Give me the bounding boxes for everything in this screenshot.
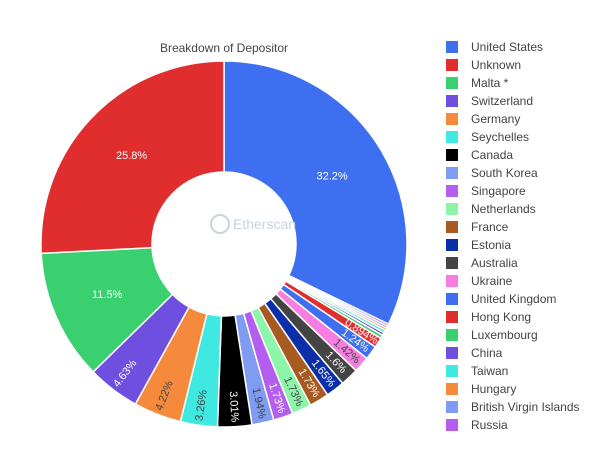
slice-label-unknown: 25.8% xyxy=(116,150,147,162)
legend-item-south-korea[interactable]: South Korea xyxy=(446,166,538,180)
legend-item-singapore[interactable]: Singapore xyxy=(446,184,526,198)
legend-item-malta[interactable]: Malta * xyxy=(446,76,509,90)
slice-label-canada: 3.01% xyxy=(227,391,241,423)
legend-swatch xyxy=(446,401,458,413)
legend-label: Seychelles xyxy=(471,130,529,144)
legend-swatch xyxy=(446,293,458,305)
legend-item-russia[interactable]: Russia xyxy=(446,418,508,432)
legend-item-united-states[interactable]: United States xyxy=(446,40,543,54)
etherscan-logo-icon xyxy=(210,214,230,234)
legend-label: United Kingdom xyxy=(471,292,556,306)
legend-swatch xyxy=(446,275,458,287)
legend-swatch xyxy=(446,257,458,269)
slice-label-united-states: 32.2% xyxy=(317,170,348,182)
legend-item-switzerland[interactable]: Switzerland xyxy=(446,94,533,108)
legend-label: South Korea xyxy=(471,166,538,180)
legend-item-british-virgin-islands[interactable]: British Virgin Islands xyxy=(446,400,580,414)
legend-swatch xyxy=(446,329,458,341)
legend-label: British Virgin Islands xyxy=(471,400,580,414)
legend-item-china[interactable]: China xyxy=(446,346,503,360)
legend-label: United States xyxy=(471,40,543,54)
legend-swatch xyxy=(446,131,458,143)
legend-item-united-kingdom[interactable]: United Kingdom xyxy=(446,292,556,306)
legend-swatch xyxy=(446,149,458,161)
legend-label: Estonia xyxy=(471,238,511,252)
legend-swatch xyxy=(446,383,458,395)
legend-label: Hungary xyxy=(471,382,516,396)
legend-item-unknown[interactable]: Unknown xyxy=(446,58,521,72)
legend-item-ukraine[interactable]: Ukraine xyxy=(446,274,513,288)
legend-label: Germany xyxy=(471,112,520,126)
legend-label: Canada xyxy=(471,148,513,162)
watermark-text: Etherscan xyxy=(233,216,296,232)
legend-swatch xyxy=(446,347,458,359)
legend-swatch xyxy=(446,203,458,215)
legend-swatch xyxy=(446,419,458,431)
legend-swatch xyxy=(446,41,458,53)
legend-label: Singapore xyxy=(471,184,526,198)
legend-swatch xyxy=(446,95,458,107)
legend-label: Malta * xyxy=(471,76,509,90)
legend: United States Unknown Malta * Switzerland Ge… xyxy=(446,40,580,432)
legend-swatch xyxy=(446,185,458,197)
legend-label: China xyxy=(471,346,503,360)
legend-label: Luxembourg xyxy=(471,328,538,342)
legend-item-australia[interactable]: Australia xyxy=(446,256,518,270)
legend-swatch xyxy=(446,59,458,71)
legend-item-luxembourg[interactable]: Luxembourg xyxy=(446,328,538,342)
legend-item-germany[interactable]: Germany xyxy=(446,112,520,126)
chart-title: Breakdown of Depositor xyxy=(160,41,288,55)
legend-label: Russia xyxy=(471,418,508,432)
legend-item-france[interactable]: France xyxy=(446,220,509,234)
etherscan-watermark: Etherscan xyxy=(210,214,296,234)
legend-item-canada[interactable]: Canada xyxy=(446,148,513,162)
legend-label: Ukraine xyxy=(471,274,513,288)
legend-item-estonia[interactable]: Estonia xyxy=(446,238,511,252)
legend-swatch xyxy=(446,167,458,179)
legend-swatch xyxy=(446,77,458,89)
legend-label: Unknown xyxy=(471,58,521,72)
legend-swatch xyxy=(446,113,458,125)
legend-item-netherlands[interactable]: Netherlands xyxy=(446,202,536,216)
legend-label: Taiwan xyxy=(471,364,508,378)
slice-unknown[interactable] xyxy=(40,60,225,255)
slice-label-malta: 11.5% xyxy=(92,289,123,301)
legend-label: Australia xyxy=(471,256,518,270)
slice-label-seychelles: 3.26% xyxy=(193,389,209,422)
pie-slices xyxy=(40,60,408,428)
legend-swatch xyxy=(446,239,458,251)
legend-swatch xyxy=(446,221,458,233)
legend-item-hong-kong[interactable]: Hong Kong xyxy=(446,310,531,324)
legend-label: France xyxy=(471,220,509,234)
legend-swatch xyxy=(446,311,458,323)
legend-label: Hong Kong xyxy=(471,310,531,324)
legend-label: Switzerland xyxy=(471,94,533,108)
legend-label: Netherlands xyxy=(471,202,536,216)
legend-swatch xyxy=(446,365,458,377)
slice-united-states[interactable] xyxy=(223,60,408,326)
legend-item-taiwan[interactable]: Taiwan xyxy=(446,364,508,378)
legend-item-hungary[interactable]: Hungary xyxy=(446,382,516,396)
legend-item-seychelles[interactable]: Seychelles xyxy=(446,130,529,144)
